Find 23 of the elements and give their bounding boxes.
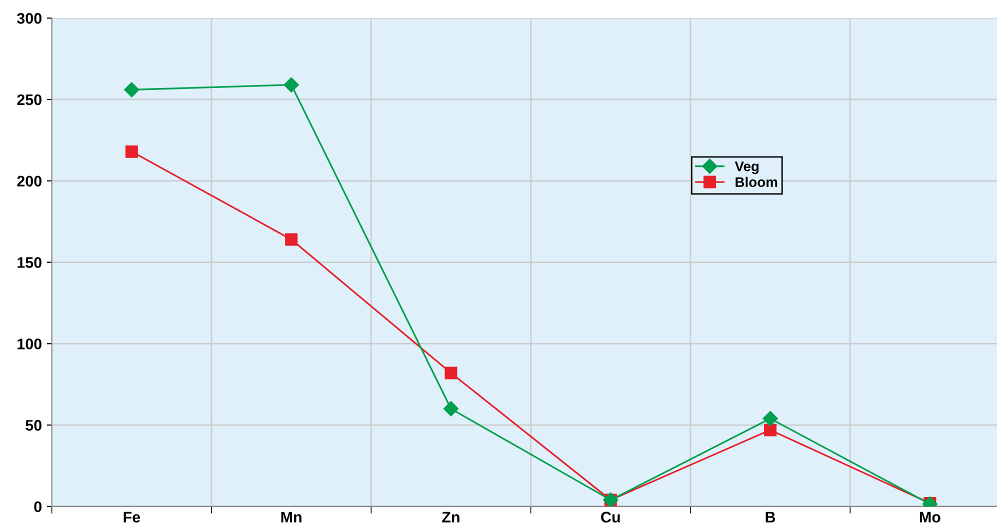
x-tick-label: Mn — [281, 512, 302, 522]
y-tick-label: 0 — [34, 501, 42, 512]
x-tick-label: Cu — [601, 512, 620, 523]
legend-label: Bloom — [736, 176, 778, 188]
x-tick-label: Fe — [124, 512, 140, 523]
point — [764, 424, 777, 436]
y-tick-label: 50 — [26, 420, 42, 431]
point — [444, 366, 458, 380]
point — [284, 77, 299, 92]
y-tick-label: 150 — [18, 257, 42, 268]
x-tick-label: Mo — [920, 512, 940, 523]
y-tick-label: 250 — [17, 94, 42, 106]
x-tick-label: Zn — [442, 512, 460, 522]
x-tick-label: B — [766, 512, 776, 522]
legend-label: Veg — [734, 162, 759, 174]
point — [443, 401, 459, 416]
point — [762, 410, 778, 426]
point — [125, 145, 138, 158]
point — [285, 233, 298, 246]
y-tick-label: 100 — [18, 338, 42, 350]
y-tick-label: 300 — [16, 12, 42, 24]
point — [124, 82, 140, 98]
y-tick-label: 200 — [17, 176, 42, 187]
